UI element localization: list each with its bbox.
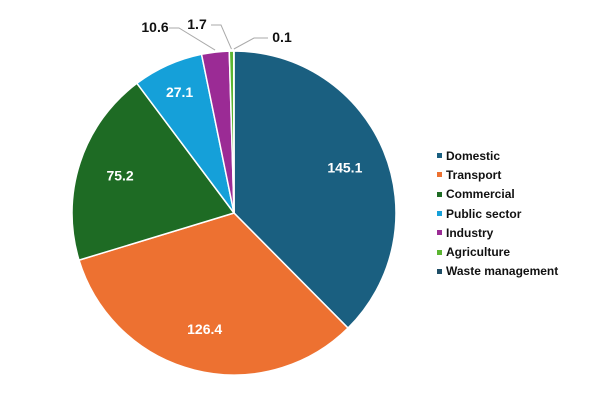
- legend: Domestic Transport Commercial Public sector…: [437, 146, 558, 281]
- data-label: 10.6: [141, 19, 168, 35]
- legend-swatch: [437, 172, 442, 178]
- legend-item: Public sector: [437, 204, 558, 223]
- pie-slice-domestic: [233, 50, 397, 330]
- legend-label: Public sector: [446, 206, 522, 221]
- legend-label: Commercial: [446, 187, 515, 202]
- data-label: 27.1: [166, 84, 193, 100]
- data-label: 75.2: [106, 168, 133, 184]
- data-label: 1.7: [187, 16, 207, 32]
- legend-label: Domestic: [446, 148, 501, 163]
- pie-slice-transport: [78, 212, 350, 376]
- legend-label: Transport: [446, 167, 502, 182]
- legend-swatch: [437, 153, 442, 159]
- leader-line: [169, 27, 216, 51]
- pie-slice-commercial: [71, 82, 236, 262]
- legend-label: Industry: [446, 225, 494, 240]
- legend-swatch: [437, 230, 442, 236]
- legend-item: Transport: [437, 165, 558, 184]
- legend-item: Agriculture: [437, 242, 558, 261]
- legend-swatch: [437, 268, 442, 274]
- legend-swatch: [437, 191, 442, 197]
- legend-item: Commercial: [437, 185, 558, 204]
- leader-line: [233, 37, 268, 50]
- legend-label: Waste management: [446, 264, 559, 279]
- data-label: 0.1: [272, 29, 292, 45]
- legend-swatch: [437, 211, 442, 217]
- legend-item: Waste management: [437, 262, 558, 281]
- legend-label: Agriculture: [446, 245, 511, 260]
- legend-swatch: [437, 249, 442, 255]
- legend-item: Industry: [437, 223, 558, 242]
- data-label: 126.4: [187, 321, 222, 337]
- leader-line: [211, 24, 232, 50]
- data-label: 145.1: [327, 159, 362, 175]
- legend-item: Domestic: [437, 146, 558, 165]
